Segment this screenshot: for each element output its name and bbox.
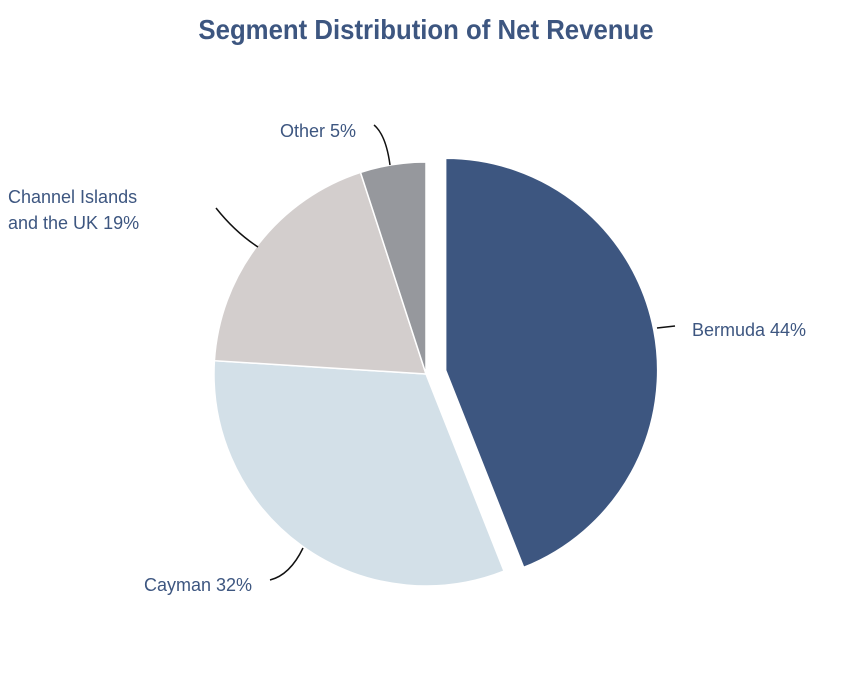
- label-channel-islands-line1: Channel Islands: [8, 187, 137, 207]
- chart-title: Segment Distribution of Net Revenue: [198, 14, 654, 45]
- leader-line-other: [373, 124, 391, 166]
- label-cayman: Cayman 32%: [144, 575, 252, 595]
- leader-lines: [215, 124, 676, 581]
- slice-channel-islands-and-the-uk: [213, 171, 428, 375]
- label-channel-islands: Channel Islands and the UK 19%: [8, 187, 142, 233]
- leader-line-bermuda: [656, 325, 676, 329]
- leader-line-channel-islands-and-the-uk: [215, 207, 259, 248]
- slice-bermuda: [444, 157, 659, 569]
- pie-slices: [213, 157, 659, 587]
- slice-other: [359, 161, 427, 375]
- label-other: Other 5%: [280, 121, 356, 141]
- leader-line-cayman: [269, 547, 304, 581]
- label-channel-islands-line2: and the UK 19%: [8, 213, 139, 233]
- slice-cayman: [213, 359, 506, 587]
- label-bermuda: Bermuda 44%: [692, 320, 806, 340]
